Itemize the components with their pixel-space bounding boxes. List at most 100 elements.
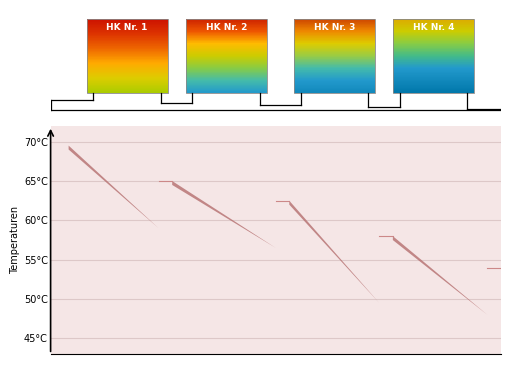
Bar: [185, 44, 266, 45]
Bar: [293, 37, 374, 38]
Bar: [86, 42, 167, 44]
Bar: [293, 52, 374, 54]
Text: HK Nr. 1: HK Nr. 1: [106, 23, 147, 32]
Bar: [293, 85, 374, 86]
Bar: [86, 53, 167, 54]
Bar: [86, 27, 167, 28]
Bar: [293, 76, 374, 77]
Bar: [86, 91, 167, 92]
Bar: [293, 30, 374, 31]
Bar: [293, 33, 374, 34]
Bar: [185, 37, 266, 38]
Bar: [86, 54, 167, 55]
Bar: [392, 45, 473, 46]
Bar: [293, 54, 374, 55]
Bar: [392, 42, 473, 43]
Bar: [86, 39, 167, 40]
Bar: [185, 65, 266, 66]
Bar: [392, 58, 473, 59]
Bar: [392, 43, 473, 44]
Bar: [392, 78, 473, 79]
Bar: [293, 75, 374, 76]
Bar: [293, 19, 374, 93]
Bar: [86, 65, 167, 66]
Bar: [392, 78, 473, 79]
Bar: [392, 49, 473, 50]
Bar: [293, 68, 374, 69]
Bar: [392, 51, 473, 52]
Bar: [86, 43, 167, 44]
Bar: [185, 42, 266, 44]
Bar: [86, 34, 167, 35]
Bar: [86, 35, 167, 36]
Bar: [185, 78, 266, 79]
Bar: [293, 72, 374, 73]
Bar: [185, 86, 266, 87]
Bar: [293, 91, 374, 92]
Bar: [293, 79, 374, 80]
Bar: [293, 22, 374, 23]
Bar: [86, 36, 167, 37]
Bar: [392, 64, 473, 65]
Bar: [185, 91, 266, 92]
Bar: [185, 62, 266, 63]
Bar: [293, 25, 374, 26]
Bar: [392, 33, 473, 34]
Bar: [293, 74, 374, 75]
Bar: [293, 72, 374, 73]
Bar: [392, 54, 473, 55]
Bar: [86, 83, 167, 84]
Bar: [185, 19, 266, 20]
Bar: [392, 31, 473, 32]
Bar: [293, 34, 374, 35]
Bar: [185, 50, 266, 51]
Bar: [392, 42, 473, 44]
Bar: [185, 74, 266, 75]
Bar: [185, 86, 266, 87]
Bar: [392, 30, 473, 31]
Bar: [293, 33, 374, 34]
Bar: [185, 82, 266, 83]
Bar: [392, 40, 473, 41]
Bar: [86, 77, 167, 78]
Bar: [392, 81, 473, 82]
Bar: [86, 62, 167, 63]
Bar: [185, 61, 266, 62]
Bar: [392, 38, 473, 39]
Bar: [293, 58, 374, 59]
Bar: [293, 39, 374, 41]
Bar: [185, 48, 266, 49]
Bar: [293, 70, 374, 71]
Bar: [185, 85, 266, 86]
Bar: [185, 57, 266, 58]
Bar: [86, 20, 167, 21]
Bar: [185, 22, 266, 23]
Bar: [392, 25, 473, 26]
Bar: [86, 18, 167, 20]
Bar: [185, 45, 266, 46]
Bar: [185, 38, 266, 39]
Bar: [185, 31, 266, 32]
Bar: [86, 41, 167, 42]
Bar: [86, 54, 167, 55]
Bar: [86, 44, 167, 45]
Bar: [392, 73, 473, 74]
Bar: [293, 63, 374, 65]
Bar: [185, 78, 266, 79]
Bar: [293, 73, 374, 75]
Bar: [293, 22, 374, 23]
Bar: [86, 20, 167, 21]
Bar: [293, 23, 374, 24]
Bar: [293, 31, 374, 32]
Bar: [293, 63, 374, 64]
Bar: [392, 32, 473, 33]
Bar: [86, 46, 167, 47]
Bar: [86, 84, 167, 85]
Bar: [392, 35, 473, 36]
Bar: [185, 60, 266, 61]
Bar: [86, 58, 167, 59]
Bar: [392, 77, 473, 78]
Bar: [86, 85, 167, 86]
Bar: [293, 47, 374, 48]
Bar: [392, 89, 473, 90]
